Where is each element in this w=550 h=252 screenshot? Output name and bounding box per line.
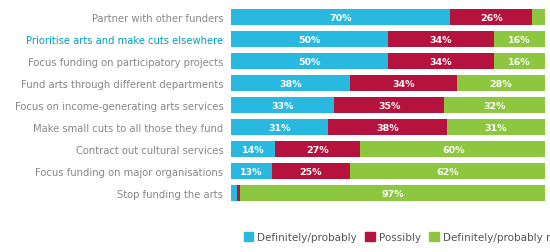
Text: 34%: 34% xyxy=(430,57,452,67)
Text: 28%: 28% xyxy=(490,79,512,88)
Bar xyxy=(231,164,272,179)
Text: 34%: 34% xyxy=(392,79,415,88)
Text: 31%: 31% xyxy=(485,123,507,132)
Text: 14%: 14% xyxy=(241,145,264,154)
Text: 32%: 32% xyxy=(483,101,505,110)
Bar xyxy=(237,186,240,201)
Bar xyxy=(275,142,360,158)
Text: 34%: 34% xyxy=(430,36,452,45)
Bar xyxy=(388,32,494,48)
Text: 16%: 16% xyxy=(508,36,531,45)
Bar xyxy=(272,164,350,179)
Bar xyxy=(231,98,334,114)
Bar xyxy=(450,10,532,26)
Bar xyxy=(231,186,237,201)
Text: 38%: 38% xyxy=(279,79,302,88)
Bar xyxy=(494,54,544,70)
Bar xyxy=(532,10,544,26)
Text: 50%: 50% xyxy=(298,36,321,45)
Bar xyxy=(388,54,494,70)
Legend: Definitely/probably, Possibly, Definitely/probably not: Definitely/probably, Possibly, Definitel… xyxy=(240,228,550,246)
Bar xyxy=(360,142,548,158)
Bar xyxy=(350,76,456,92)
Bar xyxy=(231,54,388,70)
Text: 26%: 26% xyxy=(480,14,503,23)
Bar xyxy=(231,10,450,26)
Text: 35%: 35% xyxy=(378,101,400,110)
Bar xyxy=(447,120,544,136)
Text: 62%: 62% xyxy=(436,167,459,176)
Bar xyxy=(231,142,275,158)
Text: 16%: 16% xyxy=(508,57,531,67)
Bar xyxy=(231,120,328,136)
Bar xyxy=(231,76,350,92)
Bar xyxy=(334,98,444,114)
Bar xyxy=(350,164,544,179)
Text: 27%: 27% xyxy=(306,145,328,154)
Text: 70%: 70% xyxy=(329,14,352,23)
Text: 97%: 97% xyxy=(381,189,404,198)
Bar xyxy=(231,32,388,48)
Text: 31%: 31% xyxy=(268,123,291,132)
Text: 13%: 13% xyxy=(240,167,263,176)
Text: 38%: 38% xyxy=(376,123,399,132)
Text: 25%: 25% xyxy=(300,167,322,176)
Text: 50%: 50% xyxy=(298,57,321,67)
Bar xyxy=(494,32,544,48)
Text: 33%: 33% xyxy=(272,101,294,110)
Bar xyxy=(456,76,544,92)
Bar xyxy=(240,186,544,201)
Bar xyxy=(328,120,447,136)
Text: 60%: 60% xyxy=(442,145,465,154)
Bar xyxy=(444,98,544,114)
